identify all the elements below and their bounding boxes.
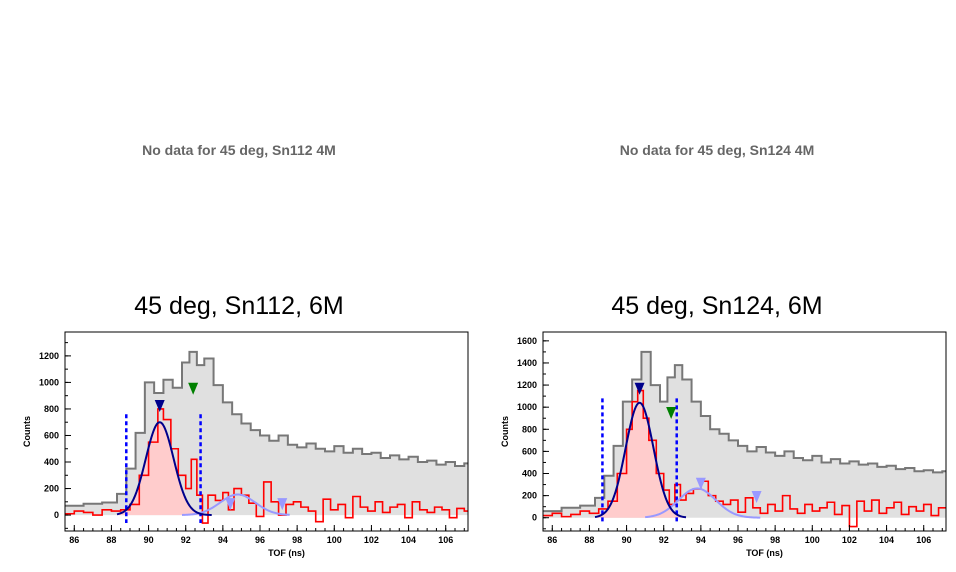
x-tick-label-1: 88 — [584, 535, 594, 545]
y-tick-label-6: 1200 — [517, 380, 537, 390]
total-spectrum-line — [543, 350, 946, 513]
plot-frame — [64, 331, 469, 532]
peak-marker-3 — [695, 477, 706, 490]
no-data-message-sn112-4m: No data for 45 deg, Sn112 4M — [142, 142, 336, 158]
y-tick-label-3: 600 — [44, 430, 59, 440]
peak-marker-2 — [188, 382, 199, 395]
x-tick-label-4: 94 — [696, 535, 706, 545]
x-axis-label: TOF (ns) — [746, 548, 783, 558]
y-tick-label-4: 800 — [522, 424, 537, 434]
peak-marker-4 — [277, 498, 288, 511]
peak-marker-1 — [634, 382, 645, 395]
x-tick-label-5: 96 — [255, 535, 265, 545]
x-tick-label-10: 106 — [916, 535, 931, 545]
no-data-message-sn124-4m: No data for 45 deg, Sn124 4M — [619, 142, 815, 158]
x-tick-label-9: 104 — [879, 535, 894, 545]
subtracted-spectrum-line — [543, 389, 946, 528]
peak-marker-2 — [666, 407, 677, 420]
x-tick-label-6: 98 — [770, 535, 780, 545]
total-spectrum-line — [65, 350, 468, 507]
x-tick-label-1: 88 — [106, 535, 116, 545]
main-peak-fill — [117, 422, 212, 516]
x-tick-label-2: 90 — [144, 535, 154, 545]
x-tick-label-9: 104 — [401, 535, 416, 545]
x-tick-label-7: 100 — [805, 535, 820, 545]
plot-frame — [542, 331, 947, 532]
x-tick-label-3: 92 — [659, 535, 669, 545]
histogram-sn112-6m: 0 200 400 600 800 1000 1200 86 88 90 92 94 96 98 100 10… — [22, 331, 469, 558]
x-tick-label-0: 86 — [547, 535, 557, 545]
y-tick-label-0: 0 — [532, 513, 537, 523]
y-axis-label: Counts — [22, 416, 32, 447]
x-tick-label-4: 94 — [218, 535, 228, 545]
x-tick-label-10: 106 — [438, 535, 453, 545]
y-tick-label-2: 400 — [522, 469, 537, 479]
y-tick-label-3: 600 — [522, 446, 537, 456]
secondary-fit-curve-1 — [645, 487, 761, 519]
x-tick-label-0: 86 — [69, 535, 79, 545]
y-tick-label-7: 1400 — [517, 358, 537, 368]
x-tick-label-8: 102 — [364, 535, 379, 545]
y-tick-label-5: 1000 — [39, 377, 59, 387]
y-tick-label-8: 1600 — [517, 336, 537, 346]
y-tick-label-2: 400 — [44, 457, 59, 467]
y-axis-label: Counts — [500, 416, 510, 447]
x-tick-label-7: 100 — [327, 535, 342, 545]
x-tick-label-2: 90 — [622, 535, 632, 545]
x-tick-label-8: 102 — [842, 535, 857, 545]
chart-title-sn124-6m: 45 deg, Sn124, 6M — [611, 292, 823, 320]
y-tick-label-0: 0 — [54, 510, 59, 520]
y-tick-label-1: 200 — [522, 491, 537, 501]
x-tick-label-5: 96 — [733, 535, 743, 545]
y-tick-label-4: 800 — [44, 404, 59, 414]
peak-marker-4 — [751, 491, 762, 504]
y-tick-label-1: 200 — [44, 484, 59, 494]
main-fit-curve — [594, 401, 687, 519]
y-tick-label-6: 1200 — [39, 351, 59, 361]
plot-area — [65, 350, 468, 524]
x-axis-label: TOF (ns) — [268, 548, 305, 558]
histogram-sn124-6m: 0 200 400 600 800 1000 1200 1400 1600 86 88 90 92 94 9… — [500, 331, 947, 558]
peak-marker-3 — [225, 498, 236, 511]
x-tick-label-3: 92 — [181, 535, 191, 545]
x-tick-label-6: 98 — [292, 535, 302, 545]
plot-area — [543, 350, 946, 528]
y-tick-label-5: 1000 — [517, 402, 537, 412]
chart-title-sn112-6m: 45 deg, Sn112, 6M — [134, 292, 344, 320]
main-fit-curve — [116, 421, 212, 516]
peak-marker-1 — [154, 399, 165, 412]
